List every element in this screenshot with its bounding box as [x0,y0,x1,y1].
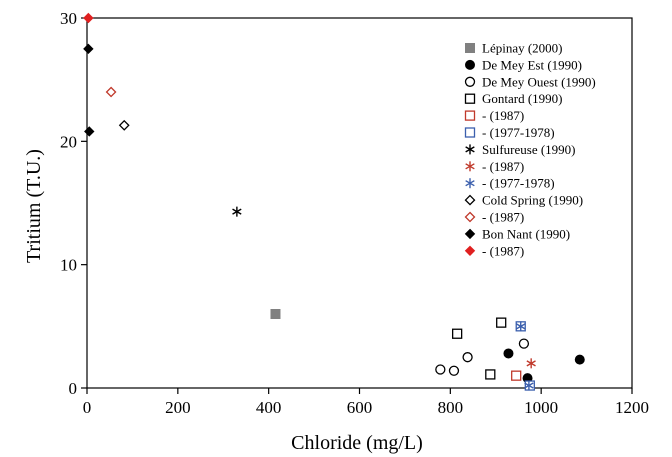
data-point [451,328,463,339]
legend: Lépinay (2000)De Mey Est (1990) De Mey Ou… [464,41,596,258]
y-tick-label: 0 [69,379,78,398]
x-tick-label: 800 [438,398,464,417]
legend-marker [465,59,475,70]
legend-label: Gontard (1990) [482,91,563,106]
data-point [574,354,585,365]
data-point [485,369,496,380]
x-tick-label: 400 [256,398,282,417]
data-point [503,348,514,359]
x-tick-label: 600 [347,398,373,417]
axis-ticks: 0 200 400 600 800 1000 1200 0 10 20 30 [60,9,649,417]
legend-label: De Mey Ouest (1990) [482,74,596,89]
legend-marker [465,161,475,172]
legend-label: - (1987) [482,210,524,225]
legend-marker [464,127,476,138]
x-tick-label: 1000 [524,398,558,417]
legend-marker [465,178,475,189]
data-points [83,12,585,391]
legend-marker [465,144,475,155]
legend-marker [464,76,476,87]
y-tick-label: 20 [60,132,77,151]
data-point [270,309,281,319]
data-point [448,365,460,376]
legend-marker [464,211,476,223]
data-point [516,321,526,332]
legend-label: Cold Spring (1990) [482,193,583,208]
data-point [524,380,534,391]
legend-label: - (1977-1978) [482,125,555,140]
x-tick-label: 0 [83,398,92,417]
data-point [105,86,117,98]
legend-marker [465,43,475,53]
legend-label: - (1987) [482,159,524,174]
legend-label: - (1977-1978) [482,176,555,191]
data-point [118,119,130,131]
legend-marker [464,228,476,240]
data-point [83,43,94,55]
legend-marker [464,245,476,257]
y-axis-title: Tritium (T.U.) [23,149,45,263]
legend-label: - (1987) [482,243,524,258]
y-tick-label: 10 [60,256,77,275]
data-point [518,338,530,349]
data-point [462,352,473,363]
x-tick-label: 1200 [615,398,649,417]
data-point [496,317,507,328]
data-point [511,370,522,381]
legend-label: De Mey Est (1990) [482,57,582,72]
data-point [84,126,95,137]
legend-marker [464,110,476,121]
legend-marker [464,194,476,206]
data-point [435,364,446,375]
x-tick-label: 200 [165,398,191,417]
legend-label: Sulfureuse (1990) [482,142,576,157]
legend-label: - (1987) [482,108,524,123]
data-point [232,206,242,217]
legend-marker [464,93,476,104]
x-axis-title: Chloride (mg/L) [291,432,423,454]
legend-label: Lépinay (2000) [482,41,563,56]
data-point [83,12,94,24]
legend-label: Bon Nant (1990) [482,226,570,241]
data-point [526,358,536,369]
y-tick-label: 30 [60,9,77,28]
